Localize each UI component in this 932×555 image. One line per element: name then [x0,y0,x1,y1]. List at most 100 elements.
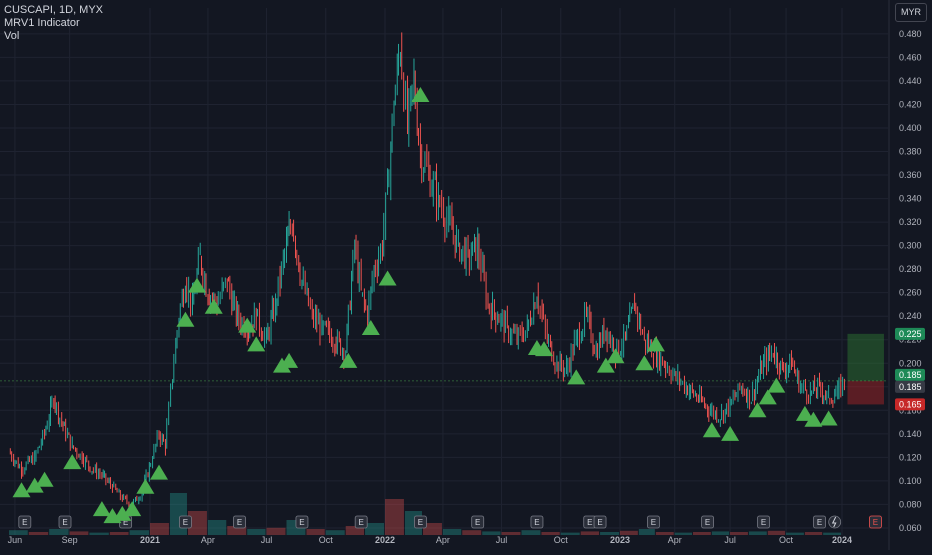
price-axis-tag [895,398,925,411]
price-axis-tag-label: 0.185 [899,370,922,380]
buy-signal-triangle [361,319,380,335]
buy-signal-triangle [150,464,169,480]
volume-bar [804,532,823,535]
x-tick-label: 2021 [140,535,160,545]
earnings-marker-label: E [22,518,27,527]
buy-signal-triangle [63,454,82,470]
volume-bar [207,520,227,535]
x-tick-label: Apr [436,535,450,545]
volume-bar [730,532,748,535]
buy-signal-triangle [748,402,767,418]
earnings-marker [354,515,368,529]
volume-bar [620,530,638,535]
volume-bar [9,530,28,535]
buy-signal-triangle [411,87,430,103]
volume-bar [580,531,600,535]
y-tick-label: 0.360 [899,170,922,180]
earnings-marker [701,515,714,529]
x-tick-label: Oct [319,535,334,545]
buy-signal-triangle [535,341,554,357]
volume-bar [69,531,89,535]
indicator-label[interactable]: MRV1 Indicator [4,17,80,29]
earnings-marker-label: E [873,518,878,527]
buy-signal-triangle [795,405,814,421]
volume-bar [109,532,129,535]
volume-label[interactable]: Vol [4,30,20,42]
buy-signal-triangle [606,348,625,364]
x-tick-label: Jul [496,535,508,545]
volume-bar [129,530,149,535]
buy-signal-triangle [123,501,142,517]
volume-bar [767,530,786,535]
earnings-marker-label: E [183,518,188,527]
x-tick-label: Jul [261,535,273,545]
volume-bar [89,532,109,535]
y-tick-label: 0.320 [899,217,922,227]
y-tick-label: 0.240 [899,311,922,321]
price-axis-tag [895,380,925,393]
volume-bar [227,526,247,535]
price-axis-tag [895,327,925,340]
volume-bar [365,523,384,535]
buy-signal-triangle [136,478,155,494]
volume-bar [692,532,711,535]
volume-bar [560,532,580,535]
x-tick-label: 2022 [375,535,395,545]
earnings-marker-label: E [587,518,592,527]
earnings-marker [295,515,309,529]
earnings-marker-label: E [299,518,304,527]
volume-bar [786,532,804,535]
y-tick-label: 0.140 [899,429,922,439]
volume-bar [422,523,442,535]
earnings-marker [813,515,826,529]
earnings-marker [530,515,544,529]
earnings-marker-label: E [705,518,710,527]
volume-bar [442,529,462,535]
buy-signal-triangle [702,422,721,438]
volume-bar [247,529,266,535]
earnings-marker [233,515,246,529]
buy-signal-triangle [188,277,206,293]
price-axis-tag-label: 0.185 [899,382,922,392]
volume-bar [655,532,674,535]
buy-signal-triangle [176,311,195,327]
buy-signal-triangle [378,270,397,286]
buy-signal-triangle [35,471,54,487]
volume-bar [501,532,521,535]
earnings-marker-label: E [418,518,423,527]
volume-bar [823,532,841,535]
earnings-marker-label: E [817,518,822,527]
earnings-marker [58,515,72,529]
y-tick-label: 0.380 [899,147,922,157]
position-loss-zone [847,380,884,405]
x-tick-label: Oct [554,535,569,545]
y-tick-label: 0.400 [899,123,922,133]
y-tick-label: 0.420 [899,99,922,109]
flash-icon [831,516,837,528]
volume-bar [28,532,49,535]
volume-bar [187,511,207,535]
volume-bar [325,530,345,535]
volume-bar [482,531,501,535]
x-tick-label: Apr [668,535,682,545]
symbol-title[interactable]: CUSCAPI, 1D, MYX [4,4,104,16]
x-tick-label: Jul [724,535,736,545]
buy-signal-triangle [635,355,654,371]
earnings-marker [593,515,607,529]
volume-bar [711,531,730,535]
earnings-marker-label: E [597,518,602,527]
price-axis-tag-label: 0.165 [899,399,922,409]
buy-signal-triangle [12,482,31,498]
buy-signal-triangle [819,410,838,426]
y-tick-label: 0.440 [899,76,922,86]
volume-bar [49,529,69,535]
x-tick-label: Jun [8,535,23,545]
volume-bar [345,526,365,535]
buy-signal-triangle [25,477,44,493]
buy-signal-triangle [280,352,299,368]
currency-button[interactable]: MYR [895,3,927,22]
volume-bar [169,493,187,535]
earnings-marker-label: E [534,518,539,527]
